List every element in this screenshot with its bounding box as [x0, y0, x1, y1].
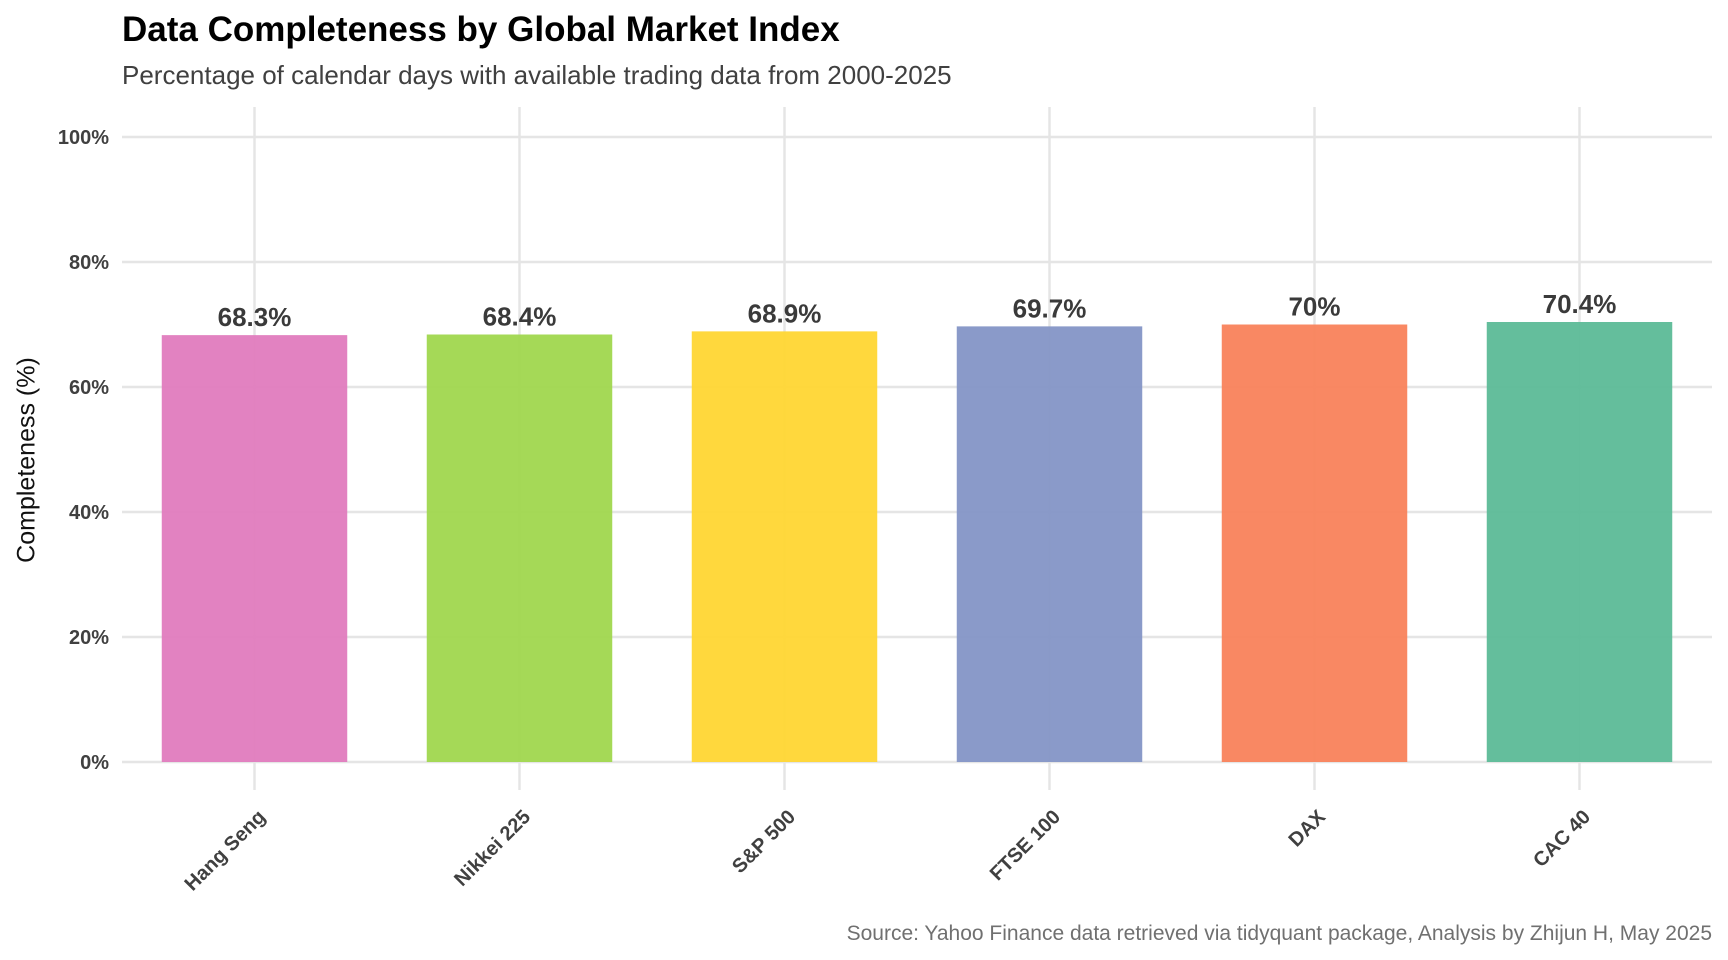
bar — [1221, 324, 1408, 762]
x-tick-label: S&P 500 — [728, 806, 800, 878]
x-tick-label: FTSE 100 — [986, 806, 1065, 885]
bar — [691, 331, 878, 762]
bar — [426, 334, 613, 762]
x-tick-label: CAC 40 — [1529, 806, 1595, 872]
y-tick-label: 100% — [58, 127, 109, 149]
x-tick-label: DAX — [1285, 806, 1331, 852]
chart-subtitle: Percentage of calendar days with availab… — [122, 60, 952, 90]
y-tick-label: 60% — [69, 377, 109, 399]
y-tick-label: 80% — [69, 252, 109, 274]
bar-value-label: 68.4% — [483, 302, 557, 332]
bar — [1486, 322, 1673, 762]
x-tick-label: Hang Seng — [181, 806, 270, 895]
y-tick-label: 0% — [80, 752, 109, 774]
bar — [956, 326, 1143, 762]
bar-value-label: 68.3% — [218, 302, 292, 332]
x-tick-label: Nikkei 225 — [450, 806, 535, 891]
chart-caption: Source: Yahoo Finance data retrieved via… — [846, 922, 1712, 945]
bar-value-label: 68.9% — [748, 298, 822, 328]
y-tick-label: 40% — [69, 502, 109, 524]
bar-value-label: 69.7% — [1013, 293, 1087, 323]
bar — [161, 335, 348, 762]
chart-title: Data Completeness by Global Market Index — [122, 10, 840, 49]
y-tick-label: 20% — [69, 627, 109, 649]
bar-value-label: 70.4% — [1543, 289, 1617, 319]
bar-value-label: 70% — [1288, 292, 1340, 322]
